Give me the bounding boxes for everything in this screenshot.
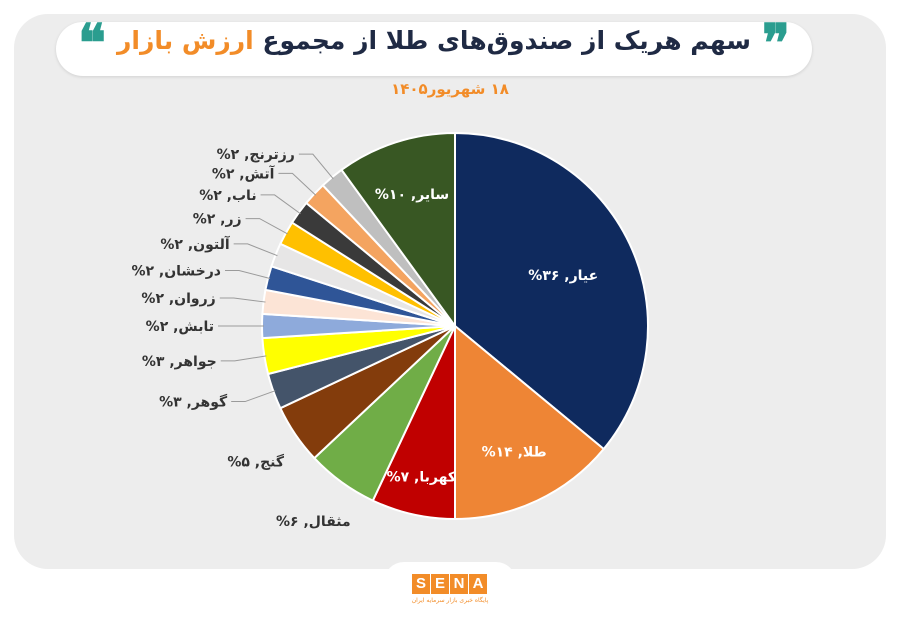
pie-slice-1 bbox=[454, 323, 606, 521]
chart-title-accent: ارزش بازار bbox=[117, 26, 254, 55]
slice-label-10: ‫آلتون, ۲% bbox=[160, 235, 230, 253]
leader-line-10 bbox=[233, 243, 278, 257]
leader-line-8 bbox=[219, 297, 266, 303]
pie-slice-15 bbox=[340, 131, 456, 330]
leader-line-14 bbox=[298, 153, 334, 180]
slice-label-1: ‫طلا, ۱۴% bbox=[482, 445, 547, 461]
leader-line-13 bbox=[278, 172, 317, 196]
slice-label-8: ‫زروان, ۲% bbox=[141, 291, 215, 307]
slice-label-12: ‫ناب, ۲% bbox=[199, 188, 256, 204]
logo-letter: E bbox=[431, 574, 449, 594]
slice-label-14: ‫رزترنج, ۲% bbox=[217, 147, 295, 163]
slice-label-7: ‫تابش, ۲% bbox=[146, 319, 214, 335]
leader-line-11 bbox=[245, 218, 288, 235]
leader-line-9 bbox=[225, 270, 271, 279]
leader-line-12 bbox=[260, 194, 301, 215]
pie-slice-0 bbox=[454, 131, 649, 451]
slice-label-9: ‫درخشان, ۲% bbox=[131, 264, 221, 280]
slice-label-5: ‫گوهر, ۳% bbox=[159, 394, 228, 411]
slice-label-11: ‫زر, ۲% bbox=[193, 212, 242, 228]
slice-label-3: ‫مثقال, ۶% bbox=[276, 514, 351, 530]
quote-left-icon: ❝ bbox=[78, 13, 106, 74]
logo-letter: N bbox=[450, 574, 468, 594]
slice-label-13: ‫آتش, ۲% bbox=[212, 164, 276, 182]
chart-subtitle: ۱۸ شهریور۱۴۰۵ bbox=[391, 80, 509, 98]
chart-title-main: سهم هریک از صندوق‌های طلا از مجموع bbox=[262, 26, 751, 55]
slice-label-15: ‫سایر, ۱۰% bbox=[375, 187, 449, 203]
logo-letter: A bbox=[469, 574, 487, 594]
slice-label-2: ‫کهربا, ۷% bbox=[387, 470, 457, 486]
logo-tagline: پایگاه خبری بازار سرمایه ایران bbox=[411, 597, 489, 604]
chart-title: سهم هریک از صندوق‌های طلا از مجموع ارزش … bbox=[56, 26, 812, 55]
leader-line-6 bbox=[220, 355, 267, 362]
slice-label-4: ‫گنج, ۵% bbox=[227, 453, 285, 470]
slice-label-6: ‫جواهر, ۳% bbox=[142, 354, 217, 370]
logo-letter: S bbox=[412, 574, 430, 594]
quote-right-icon: ❞ bbox=[762, 13, 790, 74]
title-bar: ❝ سهم هریک از صندوق‌های طلا از مجموع ارز… bbox=[56, 18, 812, 76]
leader-line-5 bbox=[231, 390, 276, 403]
slice-label-0: ‫عیار, ۳۶% bbox=[528, 268, 598, 284]
